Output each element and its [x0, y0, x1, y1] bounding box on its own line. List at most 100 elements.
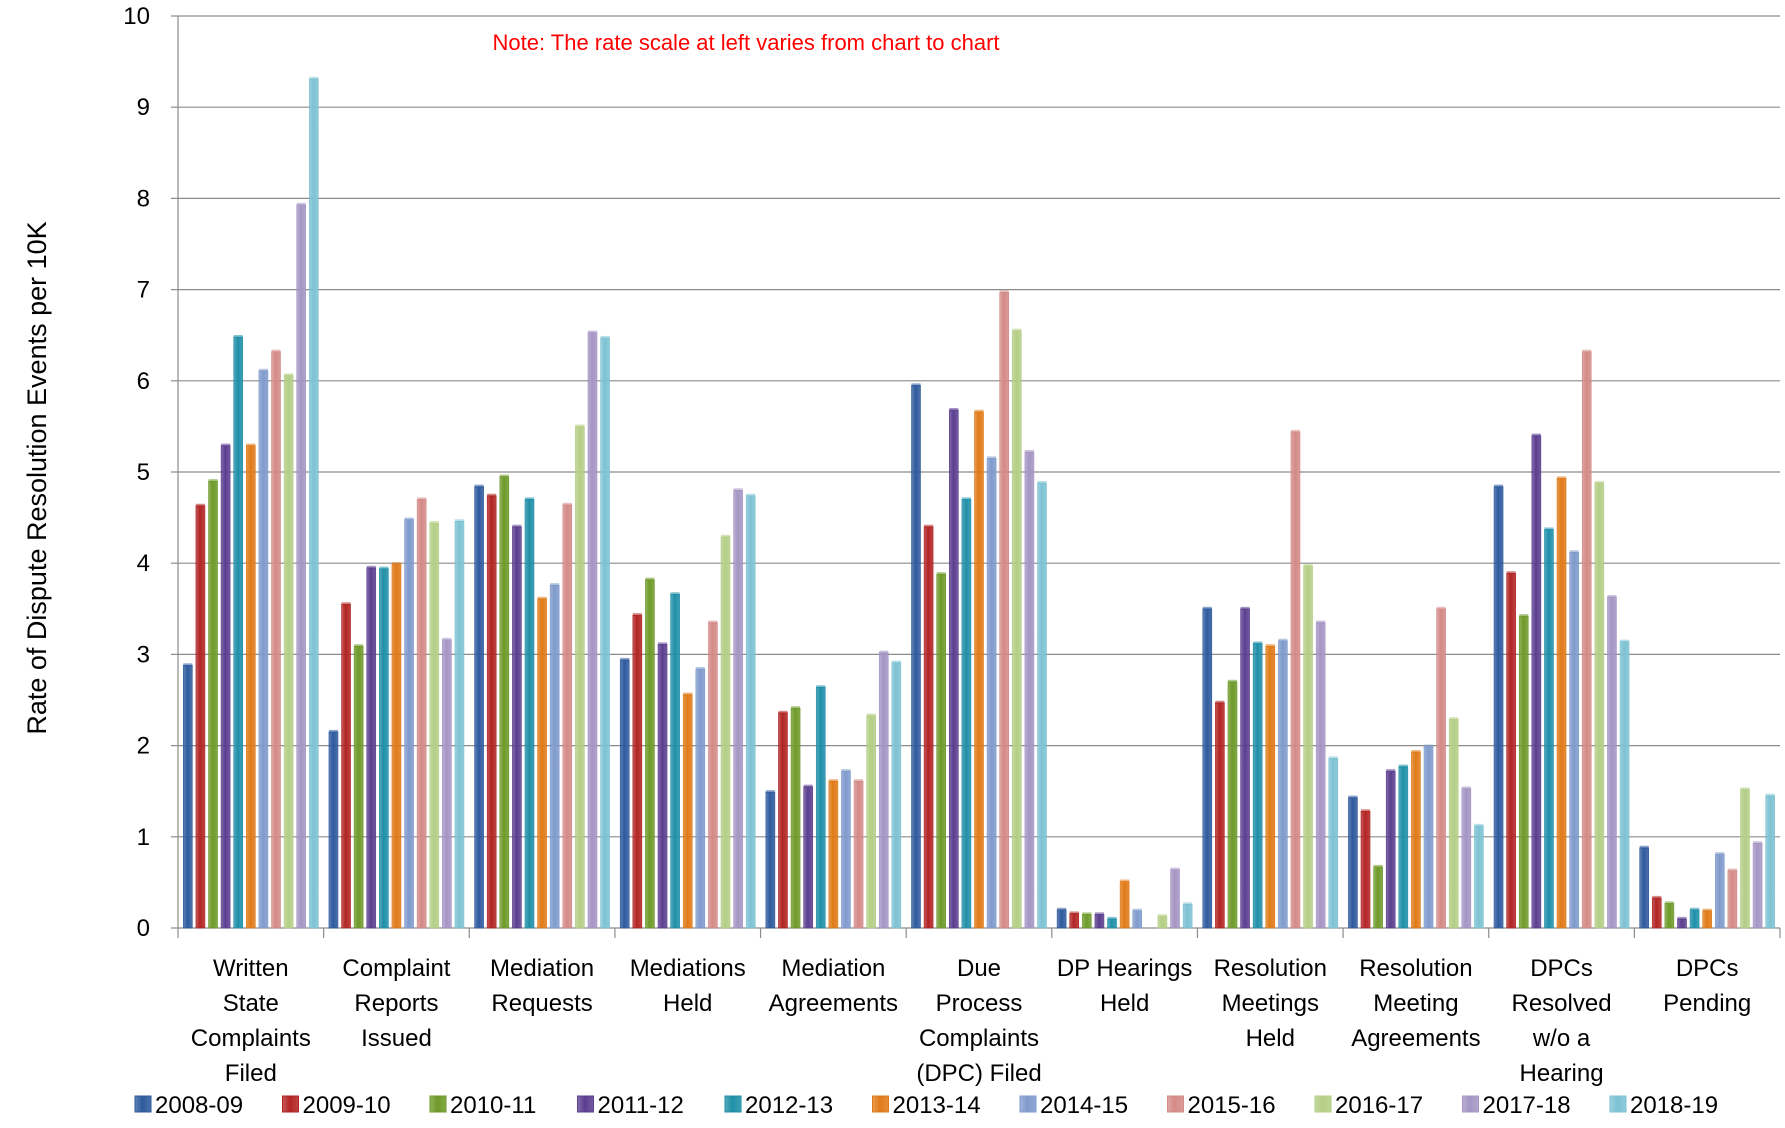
- bar: [936, 573, 947, 929]
- bar: [1278, 640, 1288, 929]
- bar: [1594, 482, 1605, 929]
- bar-cap: [354, 644, 364, 648]
- bar: [183, 665, 193, 929]
- bar: [1011, 330, 1022, 929]
- bar: [575, 426, 585, 929]
- bar-cap: [328, 729, 338, 733]
- bar: [1493, 486, 1504, 929]
- bar: [499, 476, 510, 929]
- bar: [1423, 746, 1434, 929]
- bar: [1328, 758, 1339, 929]
- bar: [866, 715, 876, 929]
- bar-cap: [733, 488, 743, 492]
- bar-cap: [404, 517, 414, 521]
- bar-cap: [721, 534, 731, 538]
- bar-cap: [1436, 606, 1446, 610]
- bar: [765, 791, 776, 929]
- bar: [1639, 847, 1649, 929]
- bar-cap: [866, 713, 876, 717]
- bar-cap: [1157, 914, 1167, 918]
- bar: [1024, 451, 1035, 929]
- category-labels: Written State Complaints Filed Complaint Repo…: [191, 955, 1751, 1087]
- bar: [1315, 622, 1326, 929]
- bar-cap: [1753, 841, 1763, 845]
- bar-cap: [1620, 639, 1630, 643]
- bar: [537, 598, 547, 929]
- legend-label: 2015-16: [1188, 1092, 1276, 1119]
- category-label: Due Process Complaints (DPC) Filed: [916, 955, 1041, 1087]
- bar: [1702, 910, 1712, 929]
- bar-cap: [1715, 852, 1725, 856]
- bar: [341, 603, 351, 929]
- bar-cap: [961, 497, 971, 501]
- bar: [328, 731, 339, 929]
- bar: [1094, 914, 1105, 929]
- bar-cap: [1474, 823, 1484, 827]
- bar-cap: [341, 602, 351, 606]
- bar: [1069, 913, 1080, 929]
- bar-cap: [891, 660, 901, 664]
- bar: [549, 584, 560, 929]
- bar-cap: [670, 592, 680, 596]
- bar-cap: [1107, 916, 1117, 920]
- bar: [233, 336, 244, 929]
- bar: [1689, 909, 1700, 929]
- bar-cap: [587, 330, 597, 334]
- bar: [271, 351, 281, 929]
- bar-cap: [911, 383, 921, 387]
- bar: [1556, 478, 1567, 929]
- legend-swatch: [134, 1095, 152, 1113]
- bar-cap: [1094, 912, 1104, 916]
- bar: [1619, 641, 1630, 929]
- bar: [486, 495, 497, 929]
- bar-cap: [1582, 349, 1592, 353]
- legend-label: 2013-14: [893, 1092, 981, 1119]
- bar: [296, 204, 307, 929]
- bar-cap: [208, 479, 218, 483]
- bar-cap: [550, 583, 560, 587]
- bar-cap: [1557, 476, 1567, 480]
- y-tick-label: 6: [137, 368, 150, 395]
- bar: [524, 499, 535, 929]
- bar: [1531, 435, 1542, 929]
- axes: 0 1 2 3 4 5 6 7 8 9 10: [123, 3, 1781, 942]
- bar: [733, 489, 743, 929]
- bar-cap: [1727, 868, 1737, 872]
- category-label: Resolution Meetings Held: [1214, 955, 1327, 1052]
- bar: [803, 786, 813, 929]
- y-tick-label: 5: [137, 459, 150, 486]
- bar: [587, 332, 598, 929]
- bar: [1265, 645, 1276, 929]
- bar: [1581, 351, 1592, 929]
- bar: [429, 522, 440, 929]
- bar-cap: [1278, 638, 1288, 642]
- bar-cap: [949, 407, 959, 411]
- y-tick-label: 3: [137, 641, 150, 668]
- bar-cap: [1607, 594, 1617, 598]
- bar-cap: [1639, 845, 1649, 849]
- bar: [948, 409, 959, 929]
- bar-cap: [999, 290, 1009, 294]
- bar: [1227, 681, 1238, 929]
- bar: [1765, 795, 1775, 929]
- bar: [720, 536, 731, 929]
- bar-cap: [575, 424, 585, 428]
- bar-cap: [746, 493, 756, 497]
- bar-cap: [1531, 433, 1541, 437]
- category-label: Resolution Meeting Agreements: [1351, 955, 1480, 1052]
- bar: [911, 385, 921, 929]
- legend-label: 2008-09: [155, 1092, 243, 1119]
- bar: [1385, 770, 1396, 929]
- bar-cap: [1057, 907, 1067, 911]
- y-axis-title: Rate of Dispute Resolution Events per 10…: [22, 221, 52, 734]
- bar: [645, 579, 655, 929]
- legend-swatch: [1314, 1095, 1332, 1113]
- y-tick-label: 1: [137, 824, 150, 851]
- bar-cap: [1120, 879, 1130, 883]
- bar-cap: [879, 650, 889, 654]
- bar-cap: [537, 596, 547, 600]
- bar-cap: [1012, 328, 1022, 332]
- bar-cap: [1519, 614, 1529, 618]
- bar: [474, 486, 484, 929]
- bar-cap: [854, 779, 864, 783]
